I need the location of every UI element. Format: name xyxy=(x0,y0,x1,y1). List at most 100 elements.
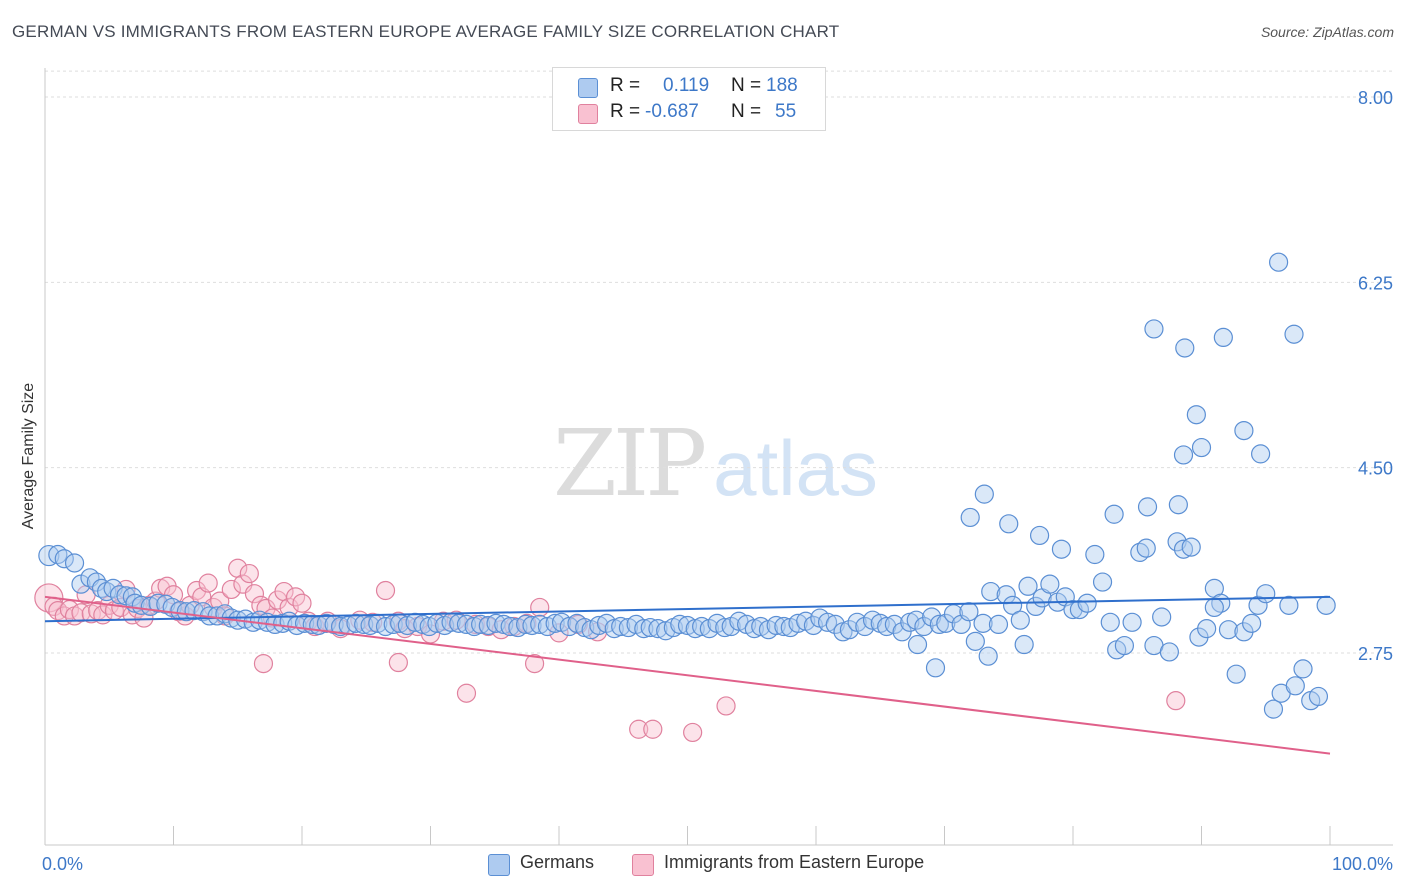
german-point xyxy=(235,609,256,629)
german-point xyxy=(692,616,712,637)
german-point xyxy=(1051,539,1072,559)
german-point xyxy=(1226,664,1246,684)
immigrant-point xyxy=(210,591,230,611)
immigrant-point xyxy=(221,579,241,600)
german-point xyxy=(855,616,875,637)
german-point xyxy=(788,613,808,633)
german-point xyxy=(1010,610,1030,630)
german-point xyxy=(1018,576,1038,596)
immigrant-point xyxy=(643,719,663,739)
watermark-zip: ZIP xyxy=(553,410,707,517)
german-point xyxy=(1316,595,1336,615)
german-point xyxy=(1077,593,1097,613)
german-point xyxy=(974,484,994,504)
legend-label-immigrants: Immigrants from Eastern Europe xyxy=(664,852,925,872)
immigrant-point xyxy=(239,563,259,584)
german-point xyxy=(1279,595,1299,615)
german-point xyxy=(1173,445,1194,465)
immigrant-point xyxy=(253,653,274,674)
immigrant-point xyxy=(530,597,550,618)
german-point xyxy=(456,614,477,635)
legend-n-label: N = xyxy=(731,75,762,96)
legend-swatch-germans xyxy=(578,78,598,98)
german-point xyxy=(1204,597,1224,618)
legend-swatch-immigrants xyxy=(632,854,654,876)
german-point xyxy=(1136,538,1156,558)
german-point xyxy=(1248,595,1268,615)
y-tick-label: 8.00 xyxy=(1358,88,1393,108)
german-point xyxy=(959,602,979,622)
german-point xyxy=(1122,612,1142,632)
chart-title: GERMAN VS IMMIGRANTS FROM EASTERN EUROPE… xyxy=(12,22,840,41)
legend-swatch-germans xyxy=(488,854,510,876)
german-point xyxy=(978,646,998,666)
german-point xyxy=(965,631,985,651)
german-point xyxy=(1173,539,1194,559)
legend-r-label: R = xyxy=(610,75,641,96)
x-tick-label-min: 0.0% xyxy=(42,854,83,874)
german-point xyxy=(1063,599,1083,620)
german-point xyxy=(1029,525,1050,546)
german-point xyxy=(1040,574,1060,594)
y-tick-label: 2.75 xyxy=(1358,644,1393,664)
german-point xyxy=(1268,252,1289,272)
german-point xyxy=(677,615,698,636)
german-point xyxy=(478,615,498,636)
immigrant-point xyxy=(629,719,649,739)
x-tick-label-max: 100.0% xyxy=(1332,854,1393,874)
german-point xyxy=(176,602,196,622)
y-tick-label: 4.50 xyxy=(1358,459,1393,479)
legend-r-value: -0.687 xyxy=(645,101,699,122)
german-point xyxy=(1218,620,1239,640)
legend-n-value: 188 xyxy=(766,75,798,96)
immigrant-point xyxy=(716,696,736,716)
german-point xyxy=(1014,634,1034,655)
immigrant-point xyxy=(71,603,91,623)
german-trend-line xyxy=(44,595,1331,623)
immigrant-point xyxy=(524,653,545,674)
german-point xyxy=(1114,635,1135,656)
german-point xyxy=(508,617,528,638)
german-point xyxy=(766,615,786,636)
immigrant-point xyxy=(187,580,207,601)
german-point xyxy=(892,622,912,642)
german-point xyxy=(1137,497,1158,517)
german-point xyxy=(656,621,676,641)
german-point xyxy=(530,614,550,635)
german-point xyxy=(877,616,897,637)
german-point xyxy=(817,612,838,632)
german-point xyxy=(1181,537,1201,557)
german-point xyxy=(1104,504,1124,524)
german-point xyxy=(1167,532,1187,552)
german-point xyxy=(929,614,949,635)
german-point xyxy=(360,615,380,636)
german-point xyxy=(471,614,491,635)
legend-r-label: R = xyxy=(610,101,641,122)
german-point xyxy=(634,619,654,639)
german-point xyxy=(1069,599,1090,620)
german-point xyxy=(670,614,690,635)
german-point xyxy=(522,615,542,636)
german-point xyxy=(1242,613,1262,633)
german-point xyxy=(925,658,946,678)
german-point xyxy=(1175,338,1195,358)
german-point xyxy=(648,619,668,639)
german-point xyxy=(906,610,926,630)
german-point xyxy=(803,615,824,636)
german-point xyxy=(1003,595,1023,615)
german-point xyxy=(419,616,439,637)
german-point xyxy=(486,613,506,633)
german-point xyxy=(981,581,1001,602)
immigrant-point xyxy=(456,683,477,703)
german-point xyxy=(1092,572,1113,592)
german-point xyxy=(1100,612,1120,632)
german-point xyxy=(751,616,771,637)
immigrant-point xyxy=(292,593,312,613)
german-point xyxy=(884,614,904,635)
german-point xyxy=(54,549,74,569)
german-point xyxy=(1159,642,1179,662)
german-point xyxy=(914,616,934,637)
german-point xyxy=(86,572,107,592)
german-point xyxy=(375,616,396,637)
immigrant-trend-line xyxy=(44,595,1331,755)
